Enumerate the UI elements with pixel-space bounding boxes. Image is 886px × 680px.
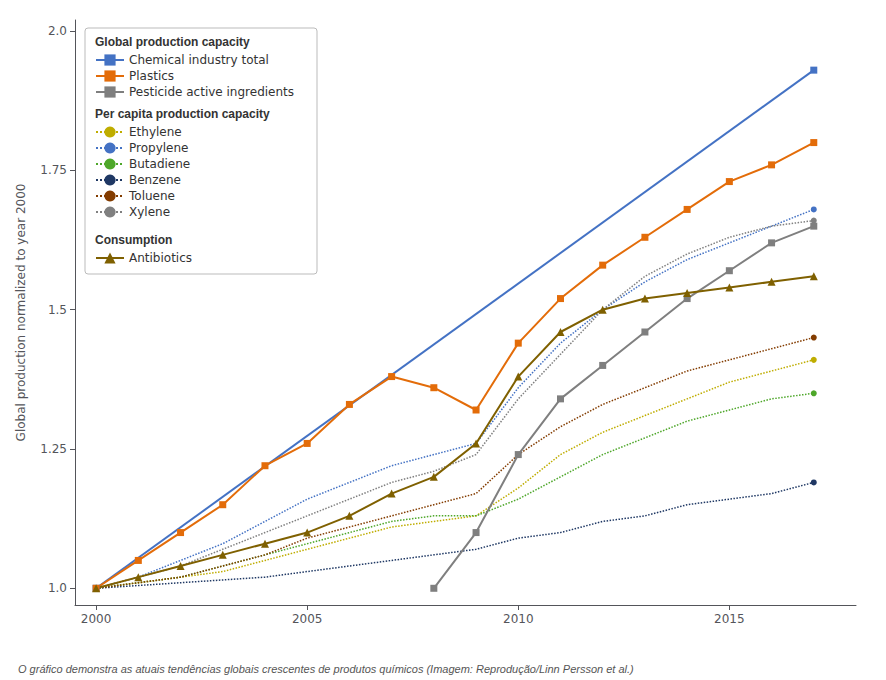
svg-text:2015: 2015	[714, 612, 745, 626]
svg-text:1.75: 1.75	[40, 163, 67, 177]
svg-text:Plastics: Plastics	[129, 69, 174, 83]
svg-text:2000: 2000	[81, 612, 112, 626]
svg-text:Butadiene: Butadiene	[129, 157, 190, 171]
svg-text:2.0: 2.0	[48, 24, 67, 38]
svg-text:Ethylene: Ethylene	[129, 125, 182, 139]
svg-text:2005: 2005	[292, 612, 323, 626]
svg-text:Global production normalized t: Global production normalized to year 200…	[14, 184, 28, 442]
svg-text:Per capita production capacity: Per capita production capacity	[95, 107, 270, 121]
svg-text:Toluene: Toluene	[128, 189, 175, 203]
svg-text:O gráfico demonstra as atuais: O gráfico demonstra as atuais tendências…	[18, 663, 634, 675]
svg-text:Pesticide active ingredients: Pesticide active ingredients	[129, 85, 294, 99]
svg-text:Global production capacity: Global production capacity	[95, 35, 250, 49]
svg-text:Chemical industry total: Chemical industry total	[129, 53, 269, 67]
svg-text:1.0: 1.0	[48, 581, 67, 595]
svg-text:Propylene: Propylene	[129, 141, 188, 155]
svg-text:Xylene: Xylene	[129, 205, 170, 219]
svg-text:Antibiotics: Antibiotics	[129, 251, 192, 265]
svg-text:2010: 2010	[503, 612, 534, 626]
svg-text:1.5: 1.5	[48, 303, 67, 317]
svg-text:Consumption: Consumption	[95, 233, 172, 247]
svg-text:1.25: 1.25	[40, 442, 67, 456]
svg-text:Benzene: Benzene	[129, 173, 181, 187]
